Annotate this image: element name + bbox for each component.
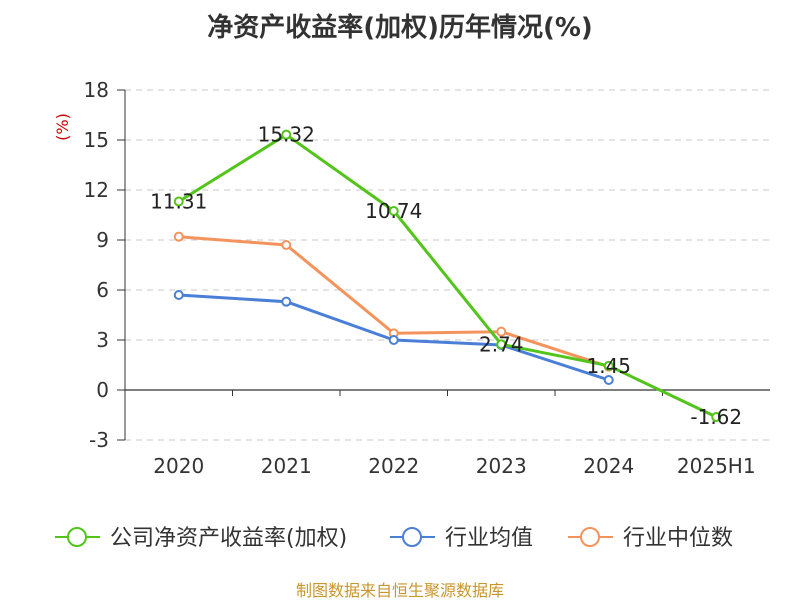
data-label: 11.31 (150, 190, 207, 214)
axes: 18 15 12 9 6 3 0 -3 2020 2021 2022 2023 2024 2025H1 (84, 78, 770, 478)
y-tick-label: 0 (96, 378, 109, 402)
source-note: 制图数据来自恒生聚源数据库 (296, 581, 504, 600)
data-label: 15.32 (258, 123, 315, 147)
data-point (388, 206, 399, 216)
x-tick-label: 2021 (261, 454, 312, 478)
x-tick-label: 2020 (153, 454, 204, 478)
y-tick-label: -3 (89, 428, 109, 452)
data-point (173, 196, 184, 207)
legend-marker (67, 527, 87, 547)
legend-marker (402, 527, 422, 547)
data-point (281, 240, 292, 250)
x-tick-label: 2024 (583, 454, 634, 478)
legend-label: 行业均值 (445, 526, 533, 551)
y-tick-label: 9 (96, 228, 109, 252)
data-point (281, 296, 292, 307)
data-point (173, 231, 184, 242)
data-label: 2.74 (479, 332, 524, 356)
data-labels: 11.31 15.32 10.74 2.74 1.45 -1.62 (150, 123, 742, 429)
y-tick-label: 3 (96, 328, 109, 352)
data-point (603, 360, 614, 371)
legend: 公司净资产收益率(加权) 行业均值 行业中位数 (55, 526, 733, 551)
legend-label: 公司净资产收益率(加权) (110, 526, 347, 551)
data-point (388, 335, 399, 345)
x-tick-label: 2023 (476, 454, 527, 478)
grid-lines (125, 89, 770, 441)
y-tick-label: 6 (96, 278, 109, 302)
legend-item: 行业中位数 (568, 526, 733, 551)
series-line (178, 235, 610, 369)
chart-title: 净资产收益率(加权)历年情况(%) (207, 12, 593, 43)
data-point (281, 129, 292, 140)
x-tick-label: 2025H1 (677, 454, 756, 478)
y-axis-label: (%) (53, 113, 72, 141)
series-line (178, 133, 717, 419)
data-point (173, 290, 184, 300)
legend-label: 行业中位数 (623, 526, 733, 551)
series-layer (173, 129, 722, 422)
data-point (603, 375, 614, 385)
data-point (711, 412, 722, 422)
legend-item: 行业均值 (390, 526, 533, 551)
y-tick-label: 15 (84, 128, 109, 152)
legend-item: 公司净资产收益率(加权) (55, 526, 347, 551)
data-point (496, 326, 507, 337)
y-tick-label: 12 (84, 178, 109, 202)
data-point (496, 339, 507, 350)
data-label: -1.62 (690, 405, 742, 429)
x-tick-label: 2022 (368, 454, 419, 478)
data-label: 10.74 (365, 199, 422, 223)
y-tick-label: 18 (84, 78, 109, 102)
data-label: 1.45 (586, 354, 631, 378)
legend-marker (580, 527, 600, 547)
